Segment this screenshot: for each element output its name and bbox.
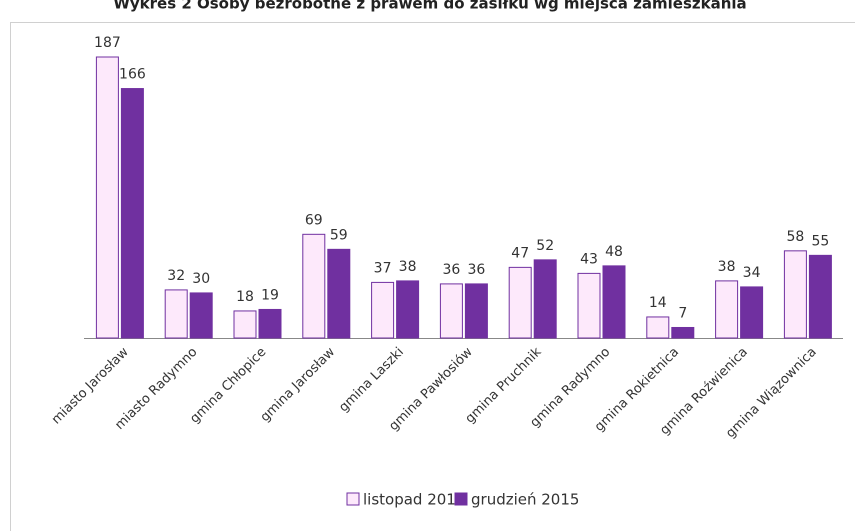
data-label: 58 [786,229,804,245]
bar [715,280,739,339]
data-label: 38 [718,259,736,275]
chart-border [10,22,855,531]
data-label: 52 [536,238,554,254]
bar [396,280,420,339]
data-label: 32 [167,268,185,284]
bar [508,266,532,339]
bar [327,248,351,339]
legend-swatch [454,492,468,506]
bar [533,259,557,339]
bar [233,310,257,339]
data-label: 14 [649,295,667,311]
data-label: 19 [261,287,279,303]
legend-label: listopad 2015 [363,491,465,509]
chart-title: Wykres 2 Osoby bezrobotne z prawem do za… [113,0,746,13]
data-label: 69 [305,212,323,228]
data-label: 7 [678,305,687,321]
bar [740,286,764,339]
data-label: 38 [399,259,417,275]
data-label: 55 [811,233,829,249]
bar [464,283,488,339]
bar [164,289,188,339]
bar [439,283,463,339]
data-label: 48 [605,244,623,260]
bar [258,308,282,339]
bar [671,326,695,339]
data-label: 166 [119,67,146,83]
legend-swatch [346,492,360,506]
bar [302,233,326,339]
legend-label: grudzień 2015 [471,491,579,509]
bar [120,88,144,339]
data-label: 47 [511,245,529,261]
bar [808,254,832,339]
x-tick-label: gmina Laszki [336,345,407,416]
data-label: 187 [94,35,121,51]
bar [371,281,395,339]
bar [189,292,213,339]
bar [783,250,807,339]
x-tick-label: gmina Jarosław [258,344,339,425]
data-label: 34 [743,265,761,281]
data-label: 18 [236,289,254,305]
data-label: 59 [330,227,348,243]
bar [95,56,119,339]
data-label: 36 [442,262,460,278]
bar [602,265,626,339]
bar [646,316,670,339]
data-label: 36 [467,262,485,278]
bar [577,272,601,339]
data-label: 43 [580,251,598,267]
data-label: 37 [374,260,392,276]
data-label: 30 [192,271,210,287]
